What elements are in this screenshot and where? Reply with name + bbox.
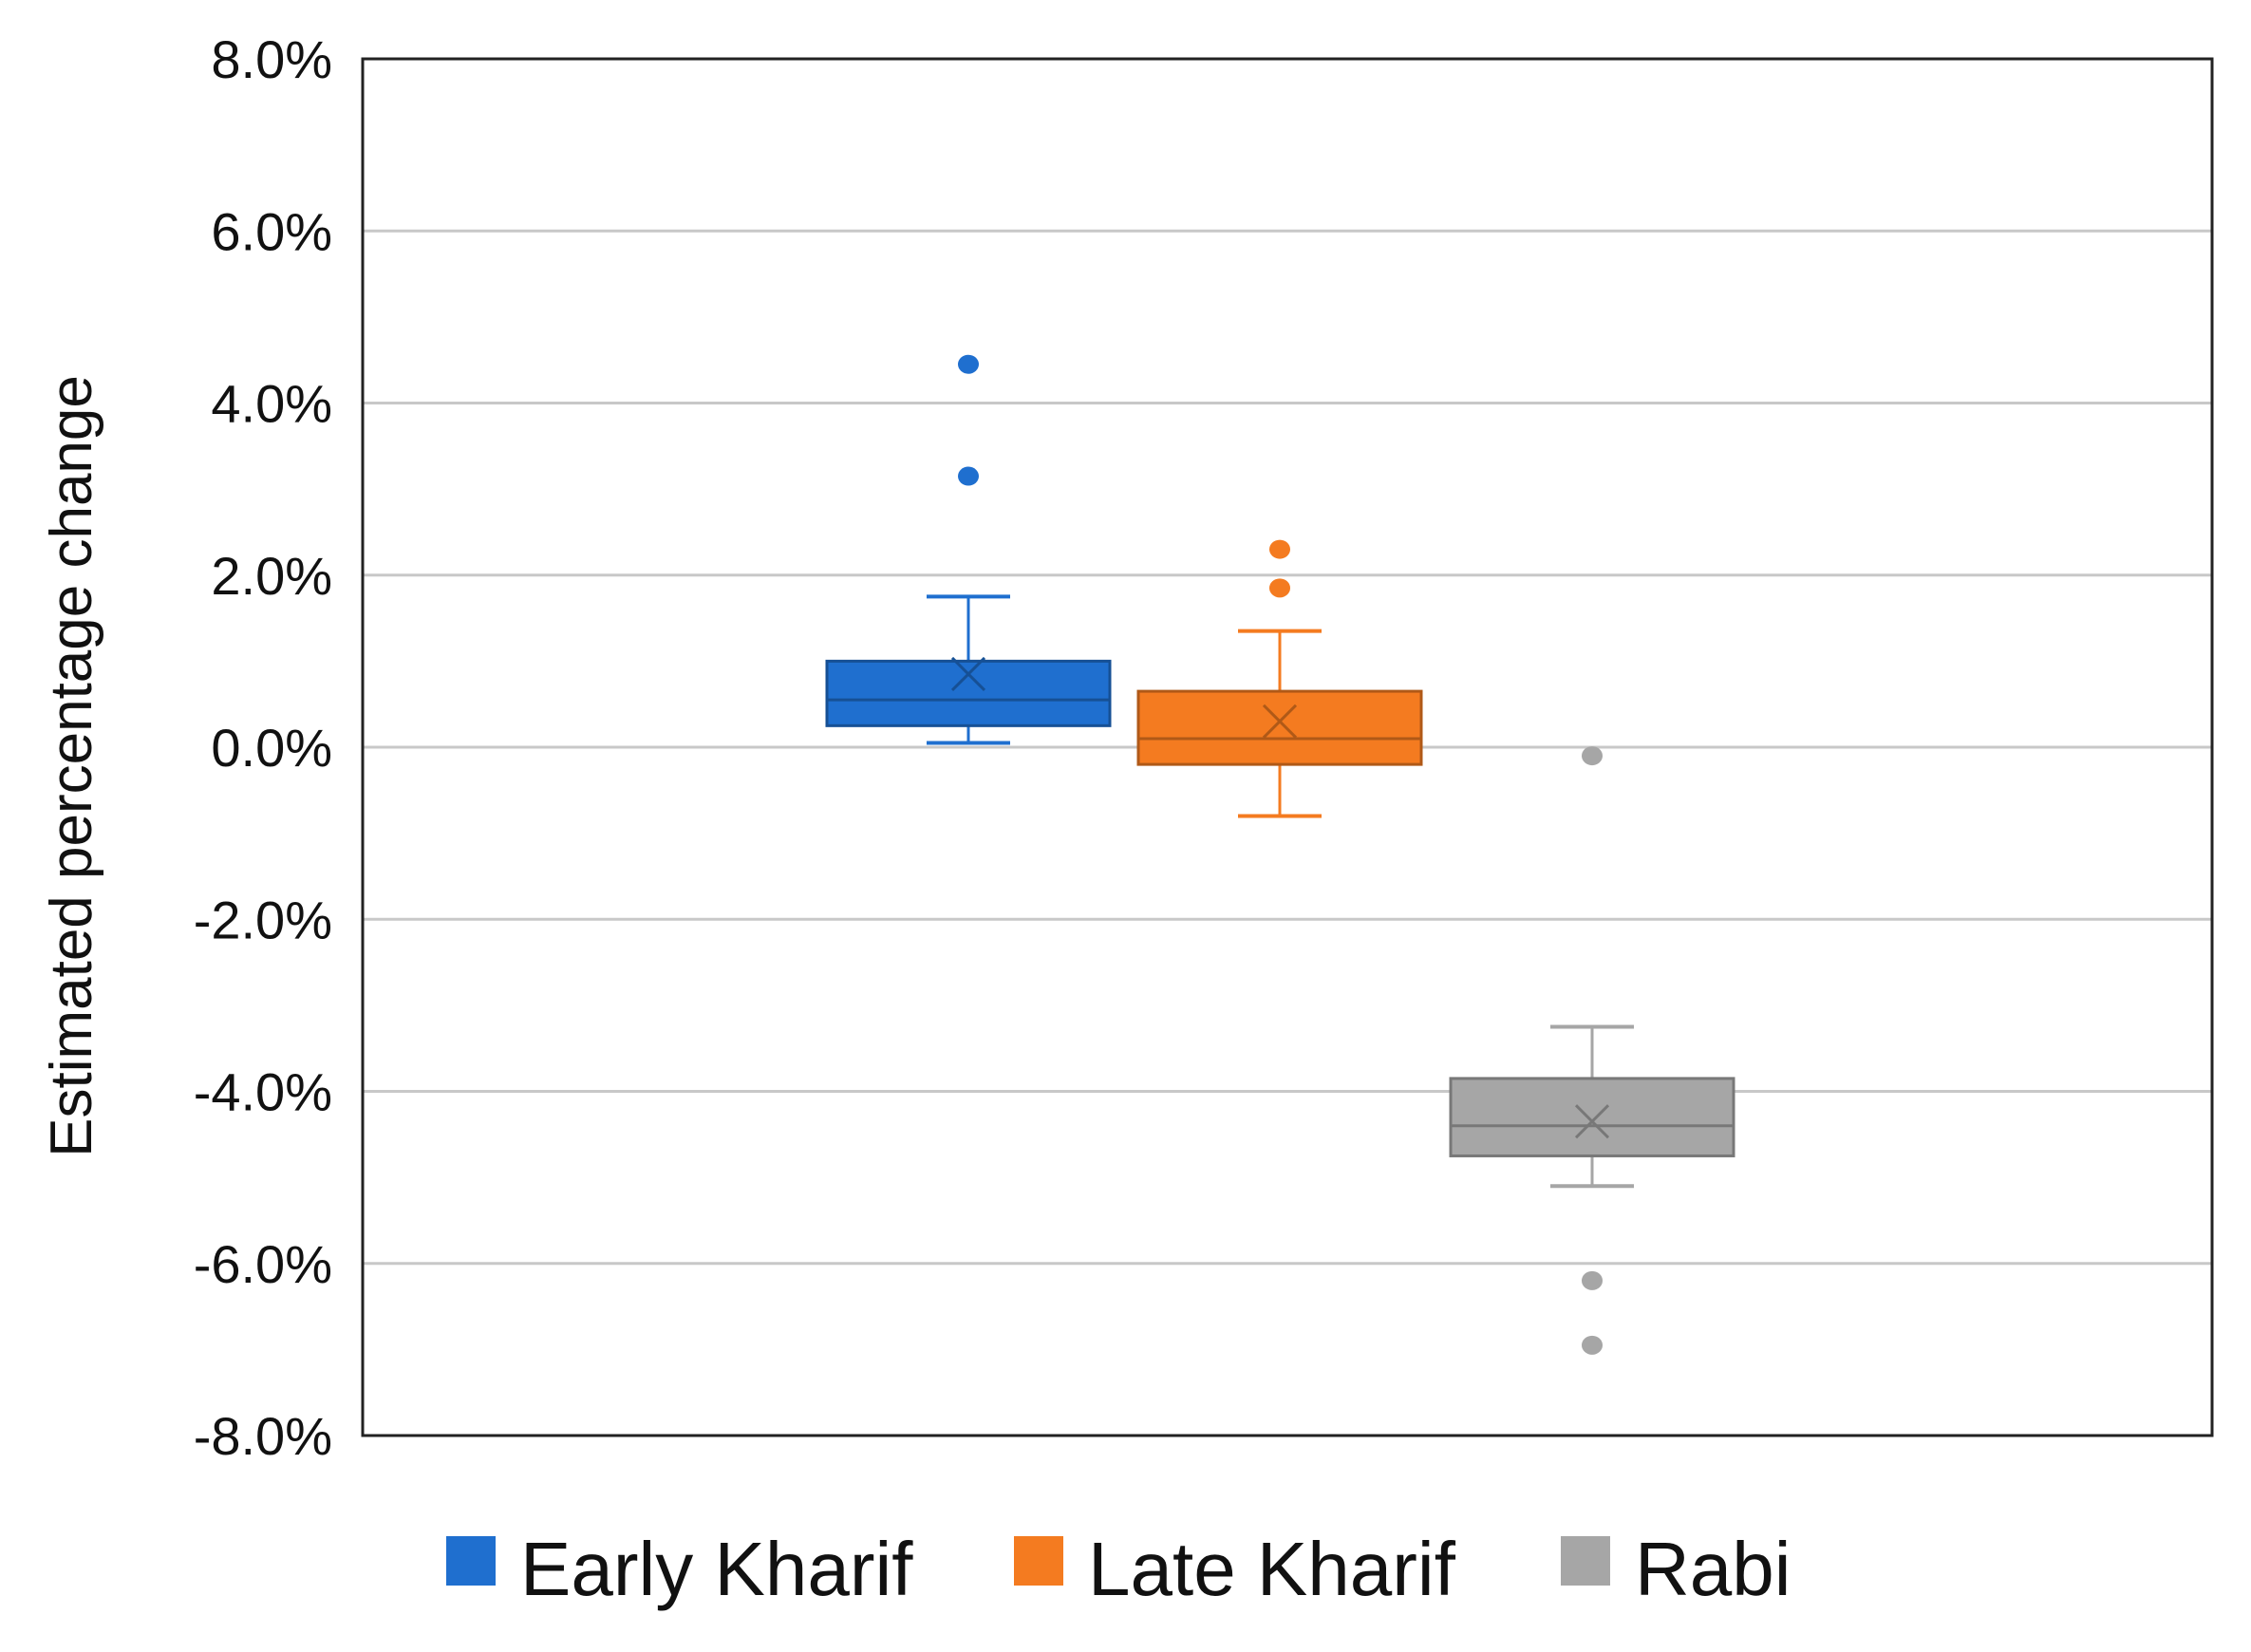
y-tick-label: -2.0% bbox=[194, 890, 332, 949]
mean-marker bbox=[950, 656, 986, 692]
legend-swatch-late-kharif bbox=[1014, 1536, 1063, 1586]
outlier-point bbox=[1582, 1335, 1603, 1355]
legend-swatch-rabi bbox=[1561, 1536, 1610, 1586]
outlier-point bbox=[1269, 539, 1290, 559]
outlier-point bbox=[958, 354, 979, 374]
y-tick-label: 0.0% bbox=[211, 718, 332, 778]
mean-marker bbox=[1574, 1104, 1610, 1139]
y-tick-label: 6.0% bbox=[211, 201, 332, 261]
y-tick-label: -4.0% bbox=[194, 1062, 332, 1122]
outlier-point bbox=[1582, 746, 1603, 766]
box-series bbox=[825, 354, 1735, 1355]
mean-marker bbox=[1262, 704, 1298, 739]
legend-label-early-kharif: Early Kharif bbox=[520, 1527, 913, 1611]
y-axis-title: Estimated percentage change bbox=[39, 375, 104, 1157]
y-tick-label: 8.0% bbox=[211, 29, 332, 89]
box-series-early-kharif bbox=[825, 354, 1112, 745]
outlier-point bbox=[1269, 578, 1290, 598]
legend-swatch-early-kharif bbox=[446, 1536, 496, 1586]
y-tick-label: 2.0% bbox=[211, 546, 332, 606]
y-tick-label: -8.0% bbox=[194, 1406, 332, 1466]
legend-label-rabi: Rabi bbox=[1635, 1527, 1791, 1611]
box-iqr bbox=[825, 659, 1112, 727]
outlier-point bbox=[1582, 1270, 1603, 1290]
y-axis-ticks: 8.0% 6.0% 4.0% 2.0% 0.0% -2.0% -4.0% -6.0% -8.0% bbox=[194, 29, 332, 1466]
plot-area-frame bbox=[361, 57, 2214, 1437]
legend: Early Kharif Late Kharif Rabi bbox=[446, 1527, 1791, 1611]
box-iqr bbox=[1136, 689, 1423, 766]
y-tick-label: -6.0% bbox=[194, 1234, 332, 1294]
outlier-point bbox=[958, 466, 979, 486]
y-tick-label: 4.0% bbox=[211, 374, 332, 434]
legend-label-late-kharif: Late Kharif bbox=[1088, 1527, 1456, 1611]
box-series-rabi bbox=[1449, 746, 1735, 1355]
box-iqr bbox=[1449, 1077, 1735, 1157]
box-series-late-kharif bbox=[1136, 539, 1423, 818]
